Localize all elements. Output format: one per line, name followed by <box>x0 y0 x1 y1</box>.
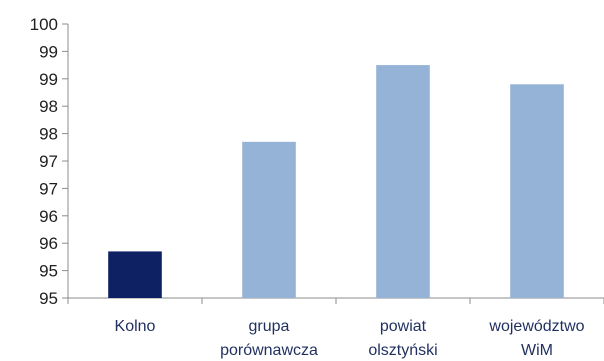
y-tick-label: 96 <box>39 207 58 226</box>
y-tick-label: 98 <box>39 125 58 144</box>
category-label-line: porównawcza <box>220 342 318 359</box>
category-label-line: Kolno <box>115 318 156 335</box>
category-label-line: olsztyński <box>368 342 437 359</box>
x-axis <box>67 297 604 304</box>
category-label-line: WiM <box>521 342 553 359</box>
y-tick-label: 96 <box>39 234 58 253</box>
y-tick-label: 97 <box>39 152 58 171</box>
bar-2 <box>376 65 430 298</box>
y-tick-label: 99 <box>39 70 58 89</box>
y-tick-label: 100 <box>30 15 58 34</box>
y-tick-label: 97 <box>39 179 58 198</box>
bars <box>108 65 564 298</box>
category-label-line: województwo <box>488 318 584 335</box>
bar-0 <box>108 251 162 298</box>
category-label-line: powiat <box>380 318 427 335</box>
category-labels: Kolno grupa porównawcza powiat olsztyński woj… <box>115 318 585 359</box>
bar-1 <box>242 141 296 298</box>
y-tick-label: 95 <box>39 289 58 308</box>
y-tick-label: 99 <box>39 42 58 61</box>
y-axis: 95 95 96 96 97 97 98 98 99 99 100 <box>30 15 69 308</box>
category-label: grupa porównawcza <box>220 318 318 359</box>
bar-3 <box>510 84 564 298</box>
category-label: województwo WiM <box>488 318 584 359</box>
category-label: Kolno <box>115 318 156 335</box>
y-tick-label: 95 <box>39 262 58 281</box>
category-label: powiat olsztyński <box>368 318 437 359</box>
category-label-line: grupa <box>249 318 290 335</box>
y-tick-label: 98 <box>39 97 58 116</box>
